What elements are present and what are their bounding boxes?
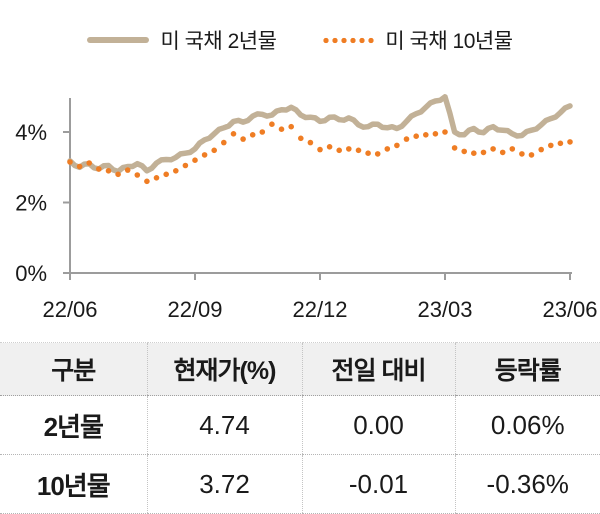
- col-header-current: 현재가(%): [146, 342, 302, 396]
- legend-item-2y: 미 국채 2년물: [87, 25, 277, 55]
- col-header-change: 전일 대비: [301, 342, 455, 396]
- svg-text:23/06: 23/06: [542, 297, 597, 322]
- chart-legend: 미 국채 2년물 미 국채 10년물: [0, 25, 600, 55]
- svg-text:22/09: 22/09: [167, 297, 222, 322]
- cell-change-10y: -0.01: [301, 454, 455, 514]
- cell-current-2y: 4.74: [146, 395, 302, 455]
- cell-category-10y: 10년물: [0, 454, 147, 514]
- cell-category-2y: 2년물: [0, 395, 147, 455]
- cell-pct-2y: 0.06%: [454, 395, 600, 455]
- col-header-category: 구분: [0, 342, 147, 396]
- col-header-pct: 등락률: [454, 342, 600, 396]
- cell-pct-10y: -0.36%: [454, 454, 600, 514]
- svg-text:4%: 4%: [15, 120, 47, 145]
- yield-table-header: 구분 현재가(%) 전일 대비 등락률: [0, 342, 600, 396]
- svg-text:0%: 0%: [15, 261, 47, 286]
- legend-label-10y: 미 국채 10년물: [385, 30, 513, 53]
- svg-text:22/12: 22/12: [292, 297, 347, 322]
- yield-table-body: 2년물 4.74 0.00 0.06% 10년물 3.72 -0.01 -0.3…: [0, 395, 600, 514]
- line-swatch-icon: [87, 37, 150, 43]
- dots-swatch-icon: [322, 36, 375, 44]
- yield-table: 구분 현재가(%) 전일 대비 등락률 2년물 4.74 0.00 0.06% …: [0, 342, 600, 514]
- table-row-10y: 10년물 3.72 -0.01 -0.36%: [0, 454, 600, 514]
- legend-label-2y: 미 국채 2년물: [160, 30, 277, 53]
- svg-text:22/06: 22/06: [42, 297, 97, 322]
- svg-text:2%: 2%: [15, 191, 47, 216]
- svg-text:23/03: 23/03: [417, 297, 472, 322]
- table-row-2y: 2년물 4.74 0.00 0.06%: [0, 395, 600, 455]
- yield-chart: 0% 2% 4% 22/06 22/09 22/12 23/03 23/06: [15, 94, 598, 322]
- cell-change-2y: 0.00: [301, 395, 455, 455]
- legend-item-10y: 미 국채 10년물: [322, 25, 513, 55]
- table-header-row: 구분 현재가(%) 전일 대비 등락률: [0, 342, 600, 396]
- cell-current-10y: 3.72: [146, 454, 302, 514]
